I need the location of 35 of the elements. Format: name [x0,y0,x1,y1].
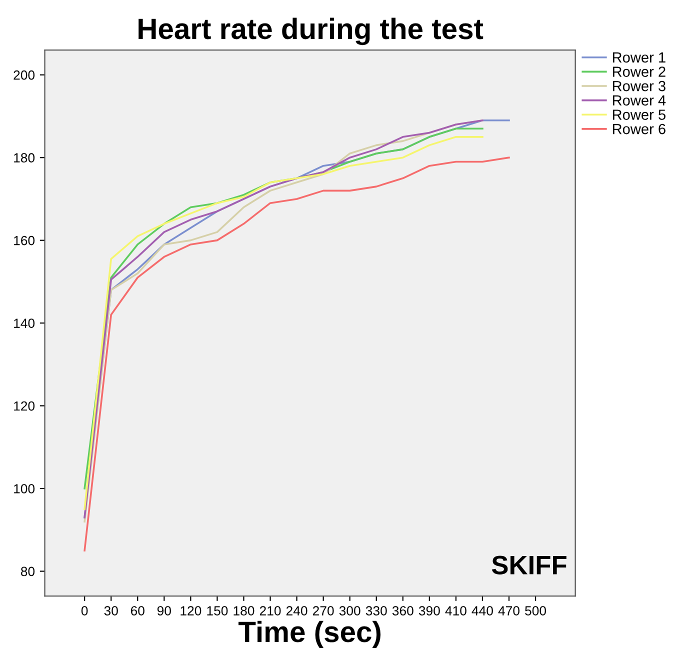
y-tick-label: 120 [14,401,35,411]
x-tick-label: 440 [472,606,493,616]
y-tick-label: 180 [14,153,35,163]
legend-label: Rower 6 [612,124,666,134]
x-tick-label: 30 [104,606,118,616]
legend-label: Rower 5 [612,110,666,120]
x-tick-label: 60 [130,606,144,616]
x-tick-label: 500 [525,606,546,616]
x-tick-label: 330 [366,606,387,616]
x-axis-title: Time (sec) [238,620,380,648]
x-tick-label: 270 [312,606,334,616]
x-tick-label: 240 [286,606,308,616]
legend-label: Rower 4 [612,95,666,106]
x-tick-label: 210 [260,606,281,616]
x-tick-label: 180 [234,606,254,616]
chart-title: Heart rate during the test [138,18,484,46]
y-tick-label: 80 [20,566,35,576]
y-tick-label: 160 [14,236,35,246]
y-tick-label: 100 [14,484,35,494]
x-tick-label: 150 [207,606,228,616]
x-tick-label: 300 [339,606,360,616]
x-tick-label: 360 [392,606,414,616]
x-tick-label: 390 [418,606,440,616]
x-tick-label: 0 [81,606,88,616]
annotation: SKIFF [492,556,566,574]
x-tick-label: 90 [157,606,171,616]
legend-label: Rower 1 [612,52,666,63]
x-tick-label: 410 [445,606,466,616]
x-tick-label: 120 [180,606,202,616]
x-tick-label: 470 [498,606,520,616]
line-series [84,156,510,552]
legend-label: Rower 3 [612,80,666,92]
y-tick-label: 200 [14,70,35,80]
y-tick-label: 140 [14,318,35,328]
legend-label: Rower 2 [612,66,666,77]
